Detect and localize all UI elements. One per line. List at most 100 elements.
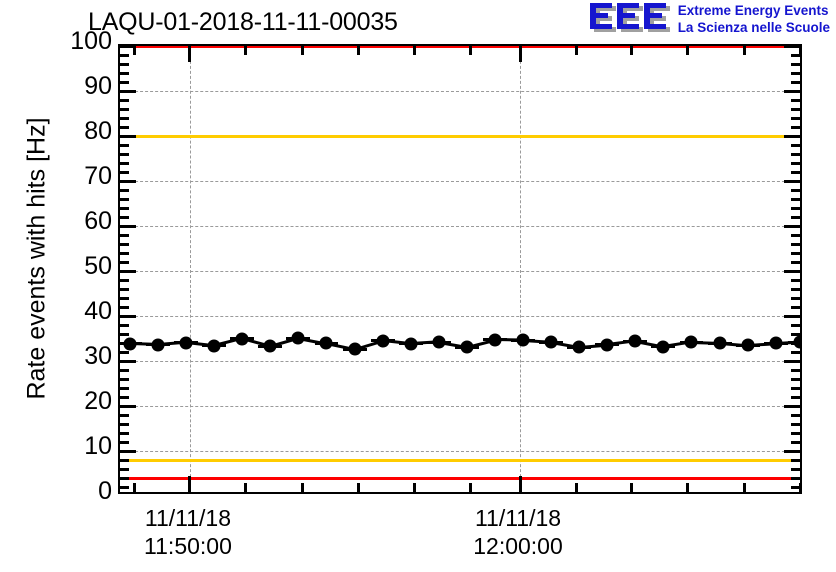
y-tick-minor-right [791, 233, 800, 237]
x-tick-minor [300, 483, 304, 492]
y-tick-minor-right [791, 368, 800, 372]
data-point-marker [516, 333, 530, 347]
x-axis-tick-label-date: 11/11/18 [144, 505, 232, 531]
y-tick-minor [120, 80, 129, 84]
y-tick-minor-right [791, 431, 800, 435]
threshold-line-lower-alarm [120, 476, 800, 480]
y-tick-minor-right [791, 206, 800, 210]
y-tick-minor-right [791, 170, 800, 174]
eee-logo-text: Extreme Energy Events La Scienza nelle S… [678, 2, 830, 36]
y-tick-minor [120, 296, 129, 300]
x-tick-minor [468, 483, 472, 492]
y-tick-minor [120, 341, 129, 345]
x-tick-minor-top [686, 46, 690, 55]
gridline-horizontal [120, 451, 800, 452]
threshold-line-upper-alarm [120, 46, 800, 48]
x-tick-minor-top [630, 46, 634, 55]
eee-logo-line2: La Scienza nelle Scuole [677, 19, 830, 35]
y-tick-minor-right [791, 422, 800, 426]
y-tick-minor-right [791, 296, 800, 300]
y-axis-tick-label: 40 [84, 297, 112, 325]
x-axis-tick-label-time: 11:50:00 [144, 533, 232, 559]
y-axis-tick-label: 0 [98, 477, 112, 505]
y-tick-major [120, 404, 136, 408]
data-point-marker [656, 340, 670, 354]
y-tick-minor [120, 197, 129, 201]
y-tick-minor [120, 278, 129, 282]
y-tick-major-right [784, 404, 800, 408]
x-tick-minor-top [412, 46, 416, 55]
y-tick-minor [120, 71, 129, 75]
threshold-line-upper-warning [120, 134, 800, 138]
data-point-marker [151, 338, 165, 352]
plot-area [120, 46, 800, 492]
y-tick-minor-right [791, 125, 800, 129]
y-tick-major-right [784, 134, 800, 138]
x-tick-minor [686, 483, 690, 492]
y-tick-minor [120, 116, 129, 120]
y-tick-minor [120, 350, 129, 354]
threshold-line-lower-warning [120, 458, 800, 462]
y-tick-minor-right [791, 278, 800, 282]
gridline-horizontal [120, 226, 800, 227]
x-tick-minor-top [798, 46, 800, 55]
data-point-marker [741, 338, 755, 352]
y-tick-minor-right [791, 71, 800, 75]
y-tick-minor [120, 260, 129, 264]
y-tick-minor-right [791, 188, 800, 192]
x-tick-minor-top [132, 46, 136, 55]
y-tick-minor-right [791, 467, 800, 471]
y-tick-minor-right [791, 440, 800, 444]
y-tick-major [120, 314, 136, 318]
y-axis-tick-label: 70 [84, 162, 112, 190]
x-tick-minor [798, 483, 800, 492]
y-tick-minor-right [791, 341, 800, 345]
y-tick-minor [120, 422, 129, 426]
gridline-horizontal [120, 91, 800, 92]
y-tick-minor [120, 251, 129, 255]
y-tick-minor-right [791, 332, 800, 336]
y-tick-minor-right [791, 152, 800, 156]
data-point-marker [123, 337, 137, 351]
y-tick-minor [120, 233, 129, 237]
y-tick-minor [120, 206, 129, 210]
x-tick-major [188, 476, 192, 492]
data-point-marker [460, 340, 474, 354]
y-tick-major-right [784, 314, 800, 318]
data-point-marker [235, 332, 249, 345]
data-point-marker [769, 336, 783, 350]
y-tick-minor-right [791, 476, 800, 480]
data-point-marker [404, 337, 418, 351]
eee-logo-mark-icon [588, 2, 672, 36]
y-axis-tick-label: 30 [84, 342, 112, 370]
x-tick-minor-top [356, 46, 360, 55]
y-tick-major [120, 449, 136, 453]
y-tick-major-right [784, 224, 800, 228]
x-axis-tick-label: 11/11/18 12:00:00 [473, 504, 563, 560]
data-point-marker [488, 333, 502, 347]
y-tick-major-right [784, 46, 800, 48]
y-tick-minor [120, 395, 129, 399]
y-tick-minor-right [791, 305, 800, 309]
y-tick-minor [120, 440, 129, 444]
y-tick-major-right [784, 269, 800, 273]
y-tick-minor-right [791, 98, 800, 102]
y-tick-minor [120, 170, 129, 174]
y-tick-major [120, 46, 136, 48]
y-tick-minor [120, 215, 129, 219]
data-point-marker [207, 339, 221, 353]
x-axis-tick-label: 11/11/18 11:50:00 [144, 504, 232, 560]
y-axis-tick-label: 10 [84, 432, 112, 460]
y-axis-tick-label: 80 [84, 117, 112, 145]
data-point-marker [713, 336, 727, 350]
x-tick-major [518, 476, 522, 492]
x-tick-minor-top [468, 46, 472, 55]
x-tick-minor [742, 483, 746, 492]
y-axis-title: Rate events with hits [Hz] [22, 117, 51, 400]
y-tick-major-right [784, 89, 800, 93]
x-tick-minor [630, 483, 634, 492]
y-tick-minor [120, 152, 129, 156]
y-tick-minor-right [791, 350, 800, 354]
x-axis-tick-label-time: 12:00:00 [473, 533, 563, 559]
